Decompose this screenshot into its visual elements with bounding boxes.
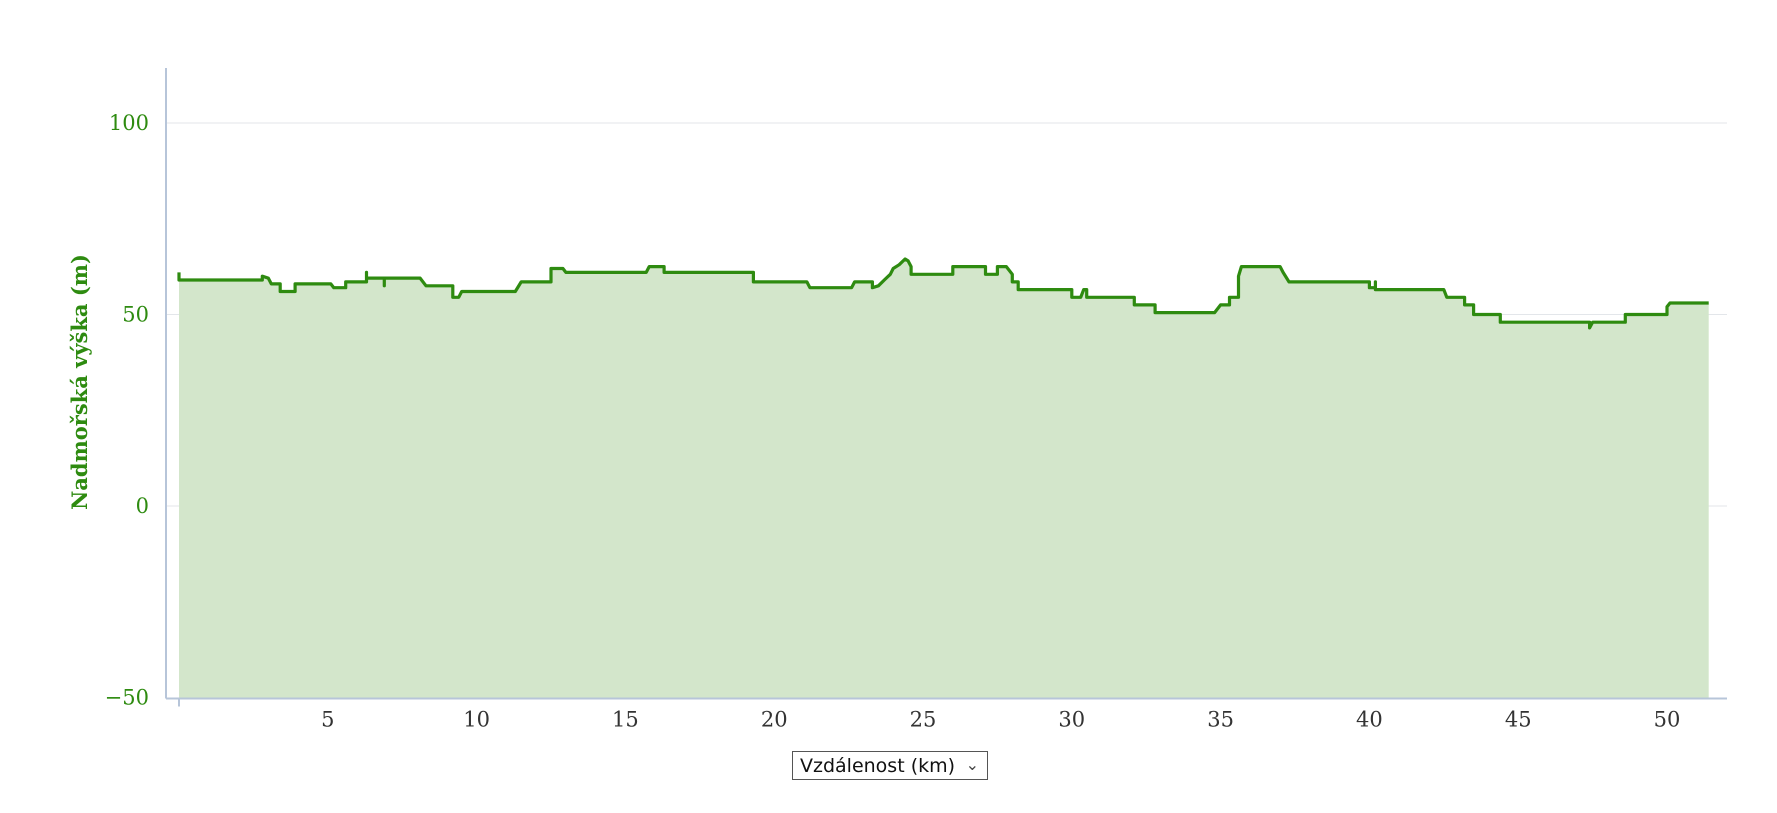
x-tick-label: 35: [1207, 708, 1234, 732]
y-tick-labels: 100 50 0 −50: [105, 111, 149, 710]
x-tick-label: 20: [761, 708, 788, 732]
axes: [165, 68, 1727, 707]
elevation-line: [177, 257, 1709, 330]
elevation-area: [179, 259, 1709, 698]
x-tick-label: 40: [1356, 708, 1383, 732]
y-tick-label: 50: [122, 303, 149, 327]
x-tick-label: 5: [321, 708, 334, 732]
x-tick-label: 25: [910, 708, 937, 732]
x-axis-select[interactable]: Vzdálenost (km) ⌄: [792, 751, 988, 780]
x-axis-select-label: Vzdálenost (km): [800, 754, 956, 777]
y-axis-title: Nadmořská výška (m): [67, 254, 92, 510]
y-tick-label: 100: [109, 111, 149, 135]
x-tick-label: 45: [1505, 708, 1532, 732]
y-tick-label: 0: [136, 494, 149, 518]
x-tick-label: 15: [612, 708, 639, 732]
y-tick-label: −50: [105, 686, 149, 710]
chevron-down-icon: ⌄: [965, 755, 979, 774]
x-tick-label: 30: [1058, 708, 1085, 732]
x-tick-label: 50: [1654, 708, 1681, 732]
x-tick-label: 10: [463, 708, 490, 732]
x-tick-labels: 5 10 15 20 25 30 35 40 45 50: [321, 708, 1680, 732]
